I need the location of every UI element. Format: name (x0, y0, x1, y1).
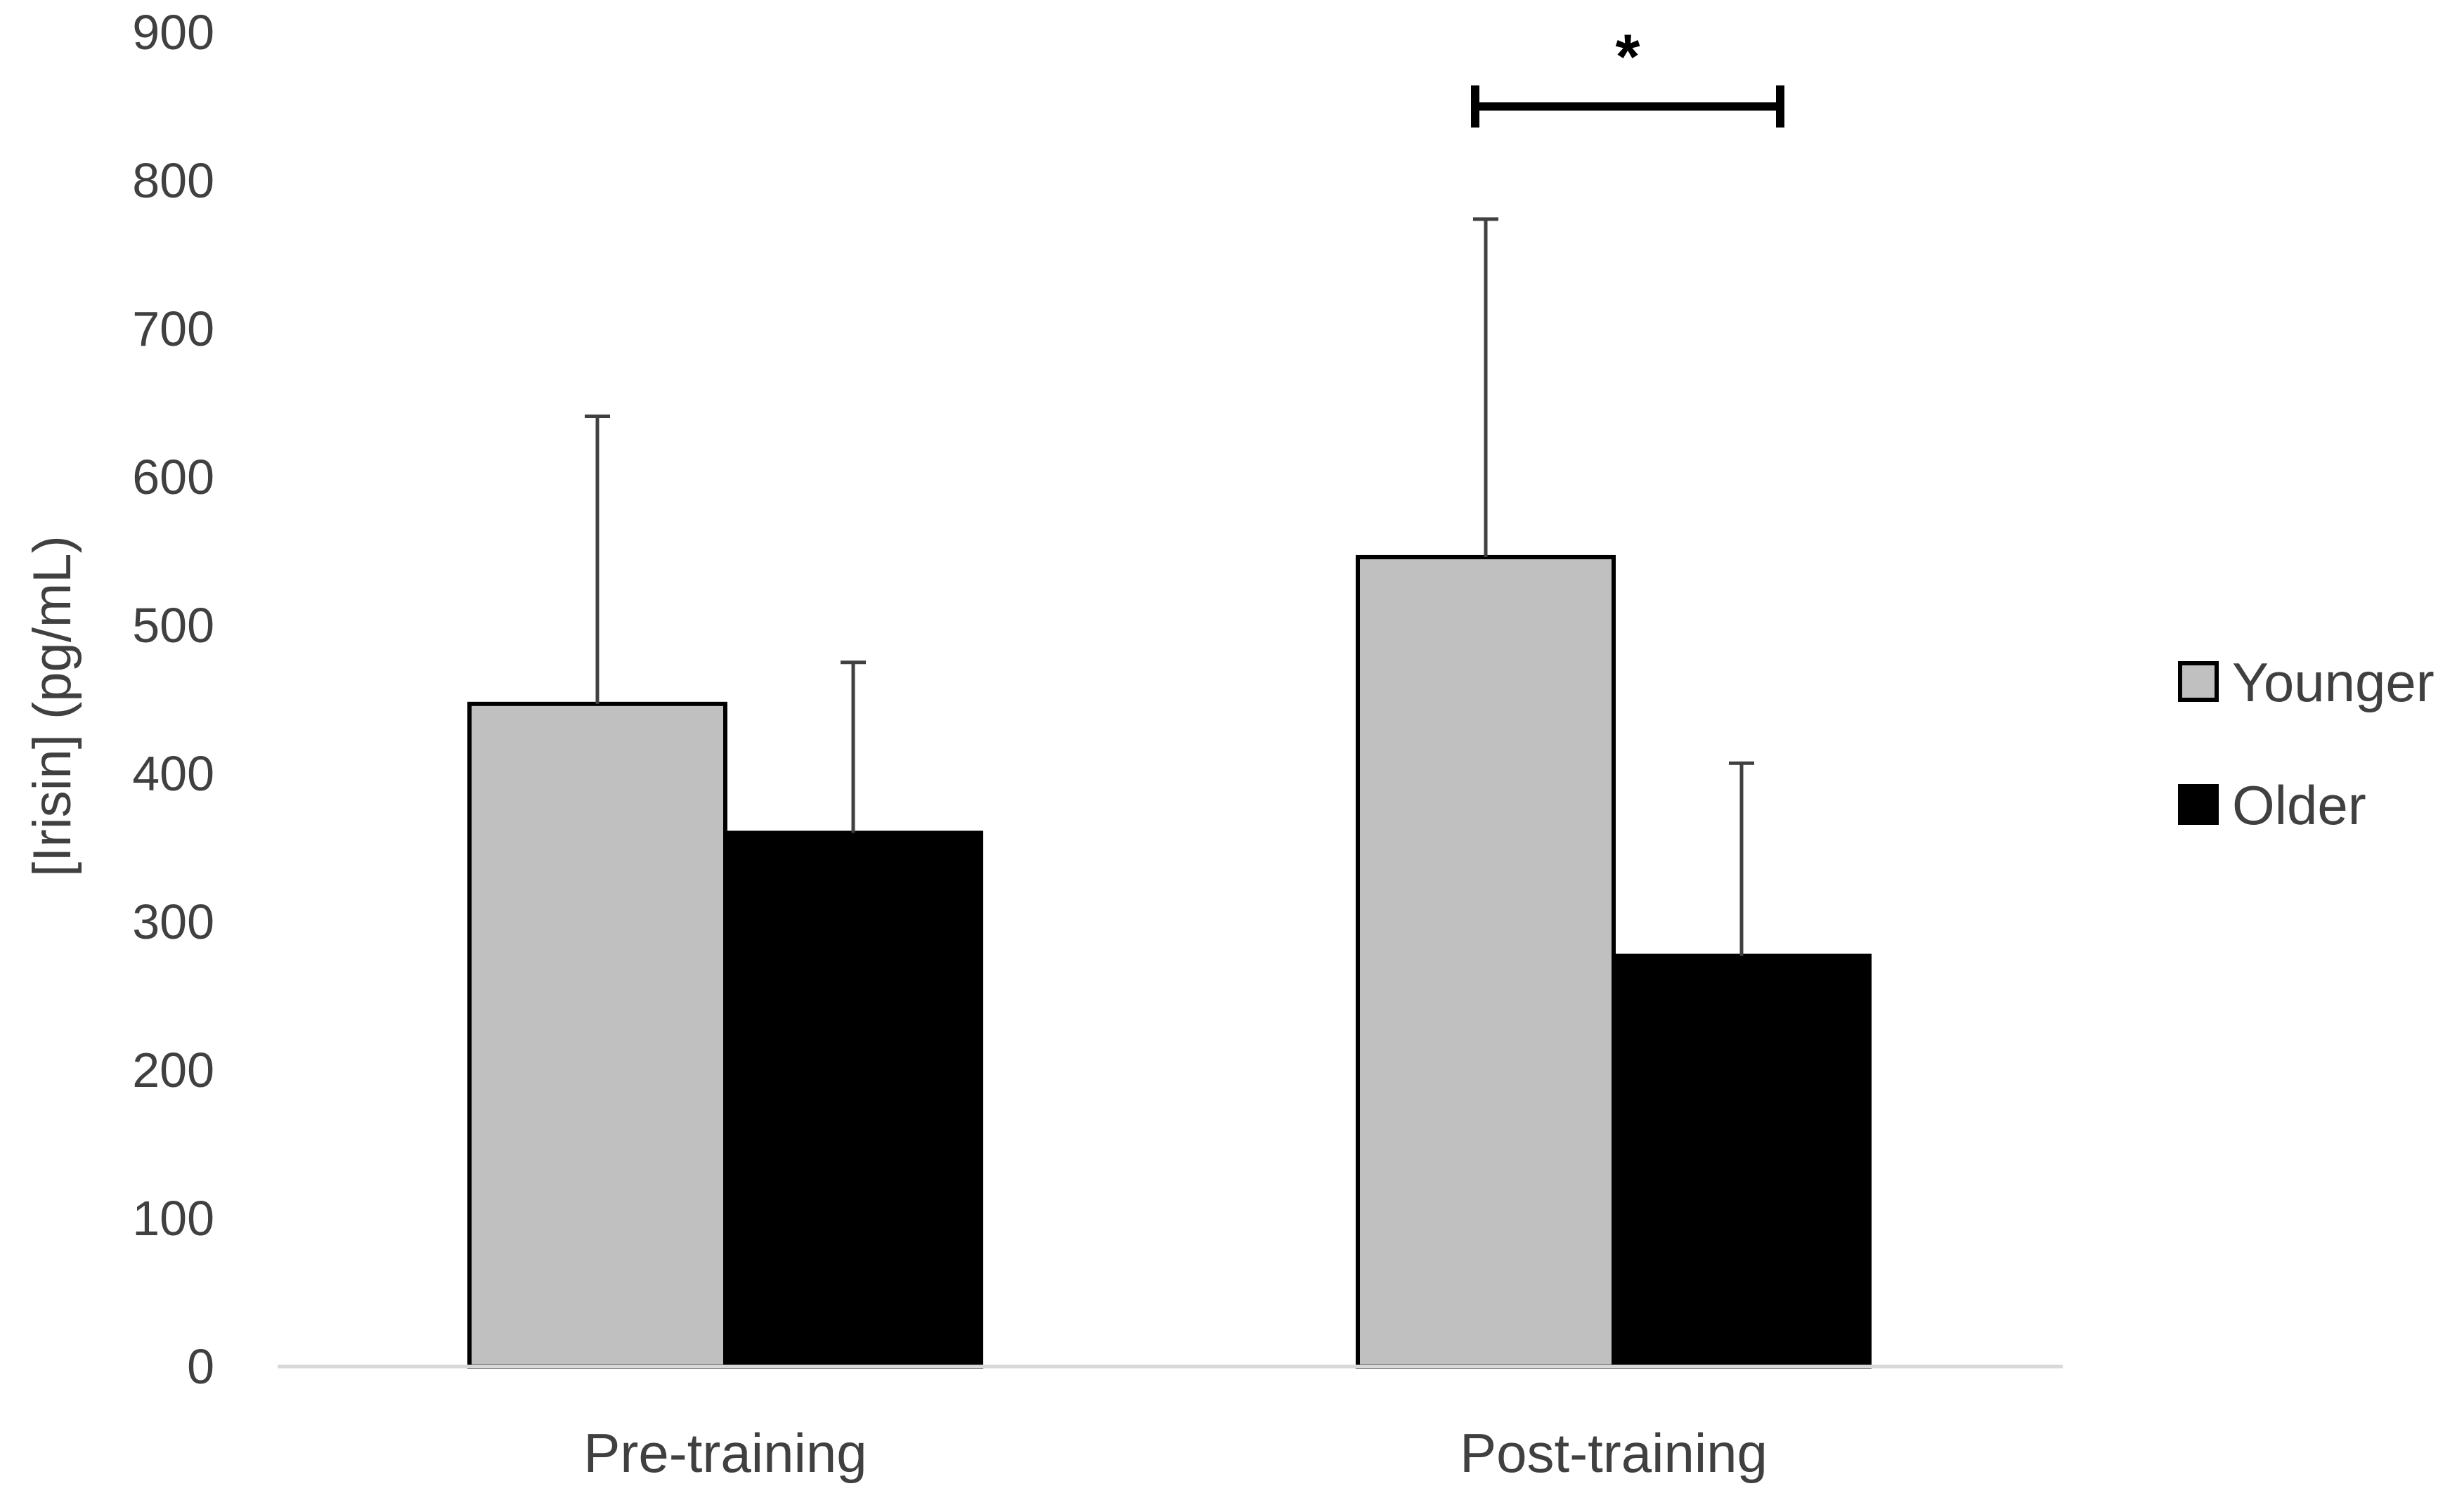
bar-younger-post-training (1356, 554, 1616, 1369)
y-tick-label-0: 0 (187, 1339, 214, 1394)
legend-label-younger: Younger (2232, 651, 2435, 713)
legend-swatch-older (2178, 784, 2219, 825)
y-tick-label-700: 700 (132, 301, 214, 356)
bar-older-post-training (1612, 953, 1872, 1369)
legend-swatch-younger (2178, 661, 2219, 702)
category-label-pre-training: Pre-training (583, 1422, 867, 1484)
y-tick-label-800: 800 (132, 153, 214, 208)
bar-older-pre-training (723, 830, 983, 1369)
significance-annotations: * (1471, 22, 1784, 128)
error-bars-group (585, 217, 1754, 956)
y-axis-ticks: 0 100 200 300 400 500 600 700 800 900 (132, 5, 214, 1394)
y-tick-label-400: 400 (132, 746, 214, 801)
bar-younger-pre-training (467, 701, 727, 1369)
x-axis-category-labels: Pre-training Post-training (583, 1422, 1768, 1484)
y-tick-label-900: 900 (132, 5, 214, 60)
y-tick-label-300: 300 (132, 894, 214, 949)
bars-group (467, 554, 1872, 1369)
y-tick-label-100: 100 (132, 1191, 214, 1246)
y-tick-label-600: 600 (132, 450, 214, 504)
legend-label-older: Older (2232, 774, 2366, 836)
significance-star: * (1615, 22, 1640, 93)
category-label-post-training: Post-training (1460, 1422, 1768, 1484)
y-axis-title: [Irisin] (pg/mL) (22, 535, 82, 877)
y-tick-label-200: 200 (132, 1043, 214, 1097)
legend: Younger Older (2178, 651, 2435, 836)
y-tick-label-500: 500 (132, 598, 214, 653)
